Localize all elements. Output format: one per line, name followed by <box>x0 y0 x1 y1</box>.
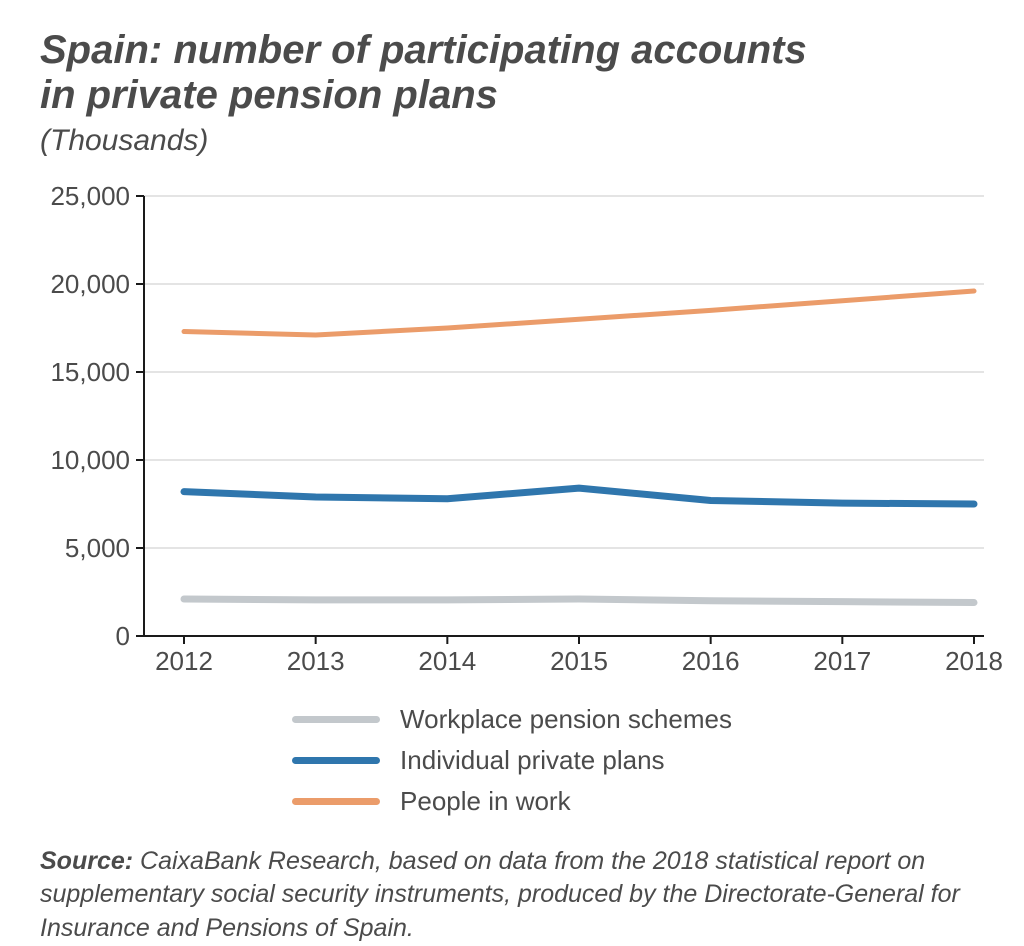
legend-item: Workplace pension schemes <box>292 704 732 735</box>
series-line <box>184 599 974 603</box>
legend-item: People in work <box>292 786 571 817</box>
legend-label: Individual private plans <box>400 745 665 776</box>
source-label: Source: <box>40 847 133 875</box>
legend-swatch <box>292 716 380 723</box>
legend-swatch <box>292 757 380 764</box>
series-line <box>184 488 974 504</box>
chart-subtitle: (Thousands) <box>40 124 984 158</box>
legend-item: Individual private plans <box>292 745 665 776</box>
line-chart: 05,00010,00015,00020,00025,0002012201320… <box>40 186 984 682</box>
chart-figure: Spain: number of participating accounts … <box>0 0 1024 928</box>
chart-svg <box>40 186 984 682</box>
series-line <box>184 291 974 335</box>
legend-swatch <box>292 798 380 805</box>
legend-label: People in work <box>400 786 571 817</box>
chart-title-line1: Spain: number of participating accounts <box>40 28 807 72</box>
chart-title: Spain: number of participating accounts … <box>40 28 984 118</box>
chart-source: Source: CaixaBank Research, based on dat… <box>40 845 984 946</box>
legend-label: Workplace pension schemes <box>400 704 732 735</box>
chart-title-line2: in private pension plans <box>40 73 498 117</box>
chart-legend: Workplace pension schemes Individual priv… <box>292 704 732 817</box>
